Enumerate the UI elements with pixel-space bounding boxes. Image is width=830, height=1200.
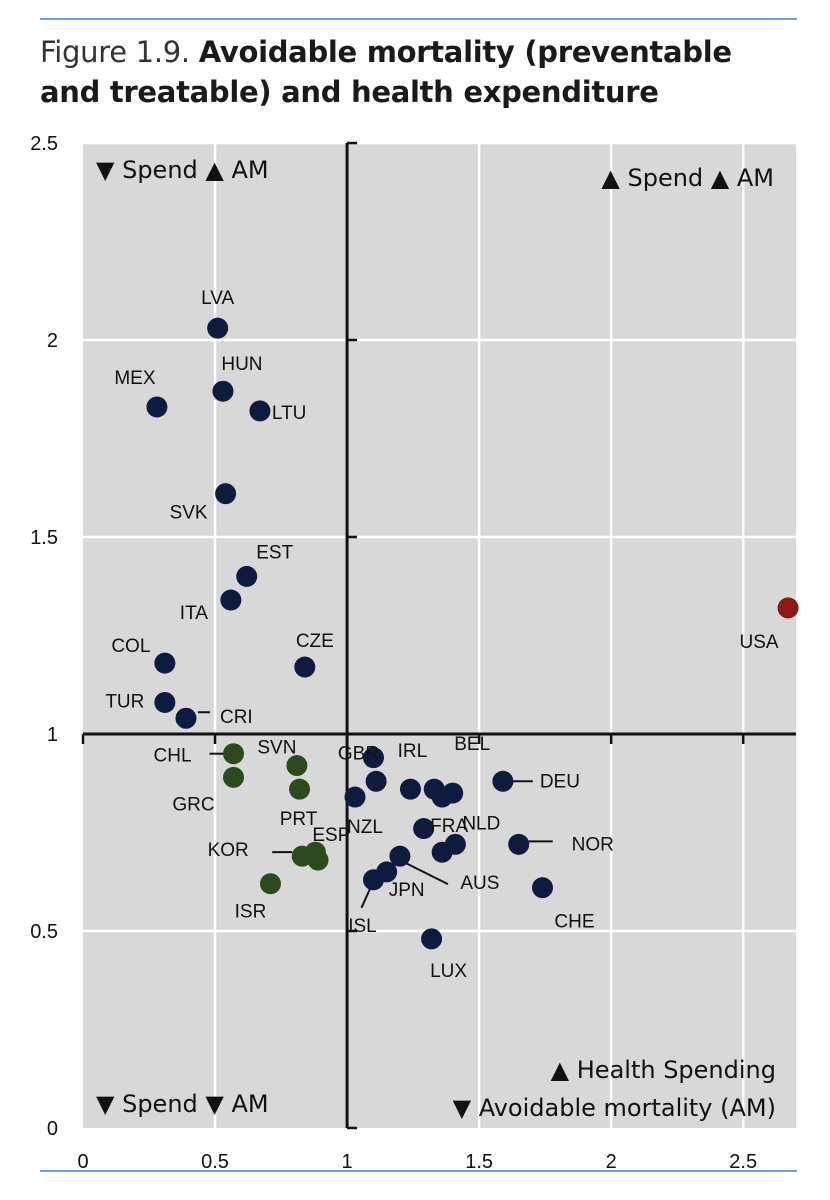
point-unlabeled (442, 782, 464, 804)
point-label-isl: ISL (348, 916, 377, 937)
point-ita (220, 589, 242, 611)
point-label-jpn: JPN (389, 880, 425, 901)
point-isl (362, 869, 384, 891)
y-tick-label: 0 (47, 1118, 58, 1140)
point-lux (421, 928, 443, 950)
point-label-ltu: LTU (272, 403, 306, 424)
point-label-aus: AUS (460, 873, 499, 894)
point-label-lva: LVA (201, 288, 234, 309)
y-tick-label: 1 (47, 724, 58, 746)
point-ltu (249, 400, 271, 422)
figure-title-text: Avoidable mortality (preventable and tre… (40, 35, 732, 109)
point-svk (215, 483, 237, 505)
point-irl (399, 778, 421, 800)
point-label-mex: MEX (114, 368, 156, 389)
point-label-grc: GRC (172, 794, 214, 815)
point-labels: LVA HUN MEX LTU SVK EST ITA COL CZE TUR CRI CHL GRC S… (105, 288, 779, 982)
point-label-usa: USA (740, 632, 779, 653)
plot-area (83, 143, 796, 1128)
x-tick-label: 1 (342, 1151, 353, 1173)
point-label-cze: CZE (296, 631, 334, 652)
x-tick-label: 0 (77, 1151, 88, 1173)
point-label-col: COL (111, 636, 150, 657)
point-label-kor: KOR (208, 840, 249, 861)
point-label-lux: LUX (430, 961, 467, 982)
point-chl (223, 743, 245, 765)
point-grc (223, 766, 245, 788)
quadrant-label-bottom-right-2: ▼ Avoidable mortality (AM) (453, 1094, 776, 1122)
point-label-nor: NOR (572, 834, 614, 855)
point-hun (212, 380, 234, 402)
quadrant-label-top-right: ▲ Spend ▲ AM (601, 164, 774, 192)
point-nzl (344, 786, 366, 808)
point-unlabeled (365, 770, 387, 792)
figure-number: Figure 1.9. (40, 35, 190, 69)
point-label-est: EST (256, 542, 293, 563)
quadrant-label-bottom-right-1: ▲ Health Spending (551, 1056, 776, 1084)
point-gbr (362, 747, 384, 769)
point-label-cri: CRI (220, 707, 253, 728)
quadrant-label-top-left: ▼ Spend ▲ AM (96, 156, 269, 184)
bottom-rule (40, 1170, 797, 1172)
y-tick-label: 0.5 (30, 921, 58, 943)
data-points (146, 317, 799, 950)
point-deu (492, 770, 514, 792)
x-tick-label: 2.5 (729, 1151, 757, 1173)
point-tur (154, 691, 176, 713)
point-unlabeled (431, 841, 453, 863)
tick-labels: 0 0.5 1 1.5 2 2.5 0 0.5 1 1.5 2 2.5 (30, 133, 757, 1173)
point-label-hun: HUN (221, 354, 262, 375)
x-tick-label: 2 (606, 1151, 617, 1173)
point-unlabeled (307, 849, 329, 871)
point-cri (175, 707, 197, 729)
point-label-isr: ISR (235, 902, 267, 923)
point-label-ita: ITA (180, 603, 208, 624)
point-label-fra: FRA (430, 816, 468, 837)
point-col (154, 652, 176, 674)
point-label-prt: PRT (280, 809, 318, 830)
point-label-esp: ESP (312, 825, 350, 846)
point-label-nzl: NZL (347, 817, 383, 838)
point-label-irl: IRL (398, 741, 428, 762)
x-tick-label: 0.5 (201, 1151, 229, 1173)
point-est (236, 565, 258, 587)
point-label-svn: SVN (257, 738, 296, 759)
quadrant-label-bottom-left: ▼ Spend ▼ AM (96, 1090, 269, 1118)
point-label-bel: BEL (454, 734, 490, 755)
y-tick-label: 1.5 (30, 527, 58, 549)
x-tick-label: 1.5 (465, 1151, 493, 1173)
point-prt (289, 778, 311, 800)
leader-lines (197, 711, 553, 909)
point-mex (146, 396, 168, 418)
point-label-nld: NLD (462, 813, 500, 834)
top-rule (40, 18, 797, 20)
figure-title: Figure 1.9. Avoidable mortality (prevent… (40, 32, 800, 112)
y-tick-label: 2.5 (30, 133, 58, 155)
point-label-tur: TUR (105, 691, 144, 712)
point-usa (777, 597, 799, 619)
point-cze (294, 656, 316, 678)
point-unlabeled (413, 818, 435, 840)
point-nor (508, 833, 530, 855)
y-tick-label: 2 (47, 330, 58, 352)
point-isr (259, 873, 281, 895)
axes (81, 141, 796, 1130)
point-label-chl: CHL (154, 746, 192, 767)
leader-line-isl (360, 887, 372, 909)
point-label-gbr: GBR (338, 744, 379, 765)
point-aus (389, 845, 411, 867)
point-svn (286, 755, 308, 777)
point-label-deu: DEU (540, 771, 580, 792)
point-label-che: CHE (554, 912, 594, 933)
point-lva (207, 317, 229, 339)
point-label-svk: SVK (170, 503, 208, 524)
leader-line-aus (405, 862, 449, 886)
point-che (531, 877, 553, 899)
